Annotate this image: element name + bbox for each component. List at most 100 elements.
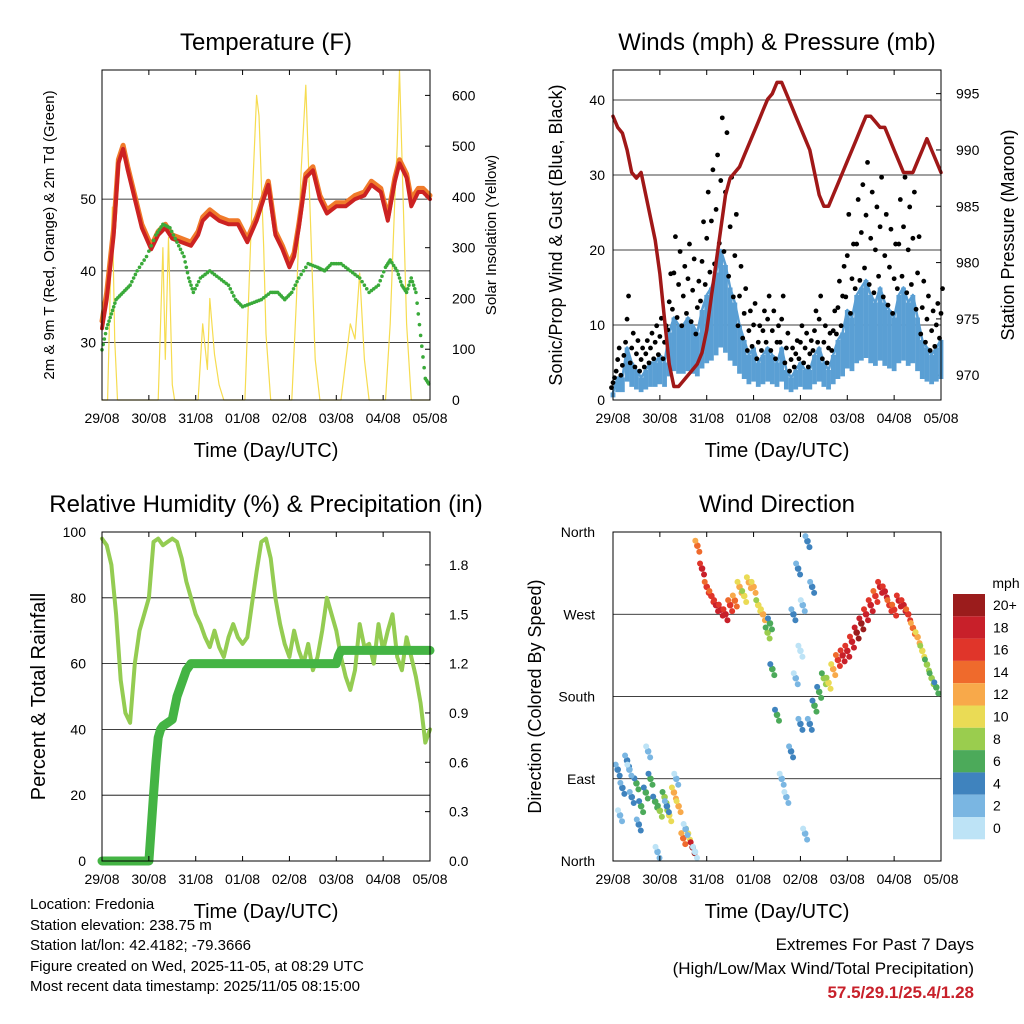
gust-point <box>698 298 703 304</box>
direction-point <box>813 708 820 715</box>
gust-point <box>865 160 870 165</box>
direction-point <box>675 781 682 788</box>
dewpoint-point <box>404 290 409 295</box>
gust-point <box>810 348 816 353</box>
direction-point <box>729 608 736 615</box>
direction-point <box>630 800 637 807</box>
gust-point <box>801 360 807 366</box>
winds-ytick-label: 0 <box>597 392 605 408</box>
direction-point <box>616 772 623 779</box>
winds-xtick-label: 04/08 <box>877 410 912 426</box>
gust-point <box>930 308 936 314</box>
direction-point <box>806 720 814 728</box>
gust-point <box>702 282 708 287</box>
gust-point <box>852 286 858 292</box>
direction-point <box>711 597 718 604</box>
humidity-xtick-label: 04/08 <box>366 871 401 887</box>
gust-point <box>882 253 888 259</box>
gust-point <box>802 345 808 351</box>
gust-point <box>635 338 641 343</box>
direction-point <box>757 606 764 613</box>
direction-point <box>759 610 767 618</box>
gust-point <box>904 290 910 296</box>
gust-point <box>744 348 750 353</box>
direction-point <box>800 825 807 832</box>
winds-xtick-label: 03/08 <box>830 410 865 426</box>
gust-point <box>724 130 730 136</box>
direction-point <box>734 578 741 585</box>
humidity-title: Relative Humidity (%) & Precipitation (i… <box>49 491 482 518</box>
gust-point <box>785 330 791 336</box>
direction-point <box>654 802 661 809</box>
winds-xtick-label: 05/08 <box>923 410 958 426</box>
direction-point <box>767 661 774 668</box>
humidity-ytick-label: 0 <box>78 853 86 869</box>
gust-point <box>709 218 714 224</box>
legend-label: 6 <box>993 753 1001 769</box>
gust-point <box>787 368 792 374</box>
direction-point <box>797 647 804 655</box>
direction-point <box>670 789 678 796</box>
gust-point <box>749 343 755 349</box>
gust-point <box>670 306 675 312</box>
gust-point <box>618 372 624 378</box>
direction-point <box>918 647 926 655</box>
temperature-xtick-label: 03/08 <box>319 410 354 426</box>
dewpoint-point <box>398 279 403 284</box>
gust-point <box>918 331 924 337</box>
direction-point <box>753 597 760 604</box>
gust-point <box>908 282 914 287</box>
direction-point <box>893 592 900 599</box>
gust-point <box>651 356 657 362</box>
dewpoint-point <box>110 308 115 313</box>
humidity-xtick-label: 30/08 <box>131 871 166 887</box>
gust-point <box>641 364 647 370</box>
wind_direction-xtick-label: 03/08 <box>830 871 865 887</box>
recent-data-text: Most recent data timestamp: 2025/11/05 0… <box>30 978 360 995</box>
direction-point <box>855 635 862 642</box>
gust-point <box>710 167 716 173</box>
winds-y2tick-label: 980 <box>956 255 980 271</box>
direction-point <box>914 633 921 641</box>
direction-point <box>846 653 853 660</box>
direction-point <box>768 626 775 633</box>
extremes-subtitle: (High/Low/Max Wind/Total Precipitation) <box>672 959 974 978</box>
direction-point <box>807 578 814 585</box>
humidity-ytick-label: 40 <box>70 721 86 737</box>
gust-point <box>763 339 769 345</box>
dewpoint-point <box>189 283 193 288</box>
gust-point <box>799 323 805 329</box>
humidity-xtick-label: 03/08 <box>319 871 354 887</box>
dewpoint-point <box>144 254 149 259</box>
winds-y2tick-label: 975 <box>956 311 980 327</box>
gust-point <box>901 224 906 230</box>
direction-point <box>661 798 668 805</box>
direction-point <box>836 662 843 669</box>
direction-point <box>814 683 821 690</box>
gust-point <box>696 278 702 284</box>
winds-xtick-label: 30/08 <box>642 410 677 426</box>
dewpoint-point <box>422 365 426 370</box>
direction-point <box>801 608 808 615</box>
gust-point <box>791 364 797 370</box>
legend-swatch <box>953 817 985 840</box>
gust-point <box>848 310 853 316</box>
gust-point <box>652 339 658 345</box>
gust-point <box>776 323 781 329</box>
temperature-y2tick-label: 200 <box>452 290 476 306</box>
direction-point <box>832 651 839 658</box>
direction-point <box>764 615 771 622</box>
location-text: Location: Fredonia <box>30 896 155 913</box>
direction-point <box>834 656 842 664</box>
direction-point <box>797 720 804 728</box>
direction-point <box>673 798 680 805</box>
direction-point <box>881 588 889 595</box>
dewpoint-point <box>380 274 384 279</box>
dewpoint-point <box>180 251 185 255</box>
direction-points <box>612 533 942 861</box>
winds-xlabel: Time (Day/UTC) <box>705 440 850 462</box>
gust-point <box>777 339 783 345</box>
direction-point <box>898 597 905 604</box>
direction-point <box>729 592 736 599</box>
direction-point <box>827 685 834 692</box>
